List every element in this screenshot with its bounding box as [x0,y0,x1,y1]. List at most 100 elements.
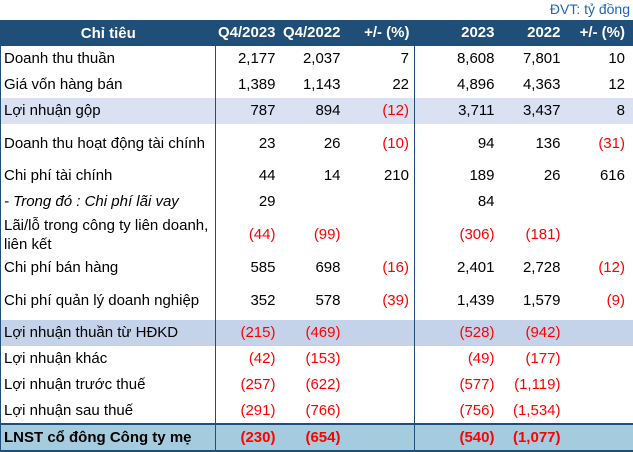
value-cell: 7,801 [500,46,566,72]
value-cell: (469) [281,320,346,346]
value-cell: (942) [500,320,566,346]
value-cell: (99) [281,215,346,255]
row-label: Giá vốn hàng bán [1,72,216,98]
header-year-2023: 2023 [415,21,500,46]
table-row-highlight: Lợi nhuận gộp 787 894 (12) 3,711 3,437 8 [1,98,633,124]
table-row: Chi phí bán hàng 585 698 (16) 2,401 2,72… [1,255,633,281]
header-row: Chỉ tiêu Q4/2023 Q4/2022 +/- (%) 2023 20… [1,21,633,46]
row-label: LNST cổ đông Công ty mẹ [1,424,216,451]
value-cell: 23 [216,124,281,163]
value-cell: (257) [216,372,281,398]
value-cell [346,346,415,372]
value-cell: 8,608 [415,46,500,72]
value-cell: (42) [216,346,281,372]
value-cell: 12 [566,72,633,98]
value-cell: (291) [216,398,281,424]
value-cell: (756) [415,398,500,424]
value-cell: (181) [500,215,566,255]
table-row: Lợi nhuận sau thuế (291) (766) (756) (1,… [1,398,633,424]
value-cell: (622) [281,372,346,398]
value-cell: 4,363 [500,72,566,98]
row-label: Chi phí tài chính [1,163,216,189]
row-label: Lợi nhuận khác [1,346,216,372]
value-cell: 698 [281,255,346,281]
value-cell: (153) [281,346,346,372]
value-cell: 22 [346,72,415,98]
value-cell [566,424,633,451]
value-cell: (39) [346,281,415,320]
value-cell [346,372,415,398]
value-cell [346,189,415,215]
value-cell: (44) [216,215,281,255]
value-cell: 616 [566,163,633,189]
value-cell: 2,177 [216,46,281,72]
value-cell: (12) [566,255,633,281]
value-cell: 29 [216,189,281,215]
row-label: - Trong đó : Chi phí lãi vay [1,189,216,215]
header-quarter-change-pct: +/- (%) [346,21,415,46]
value-cell: 94 [415,124,500,163]
row-label: Lợi nhuận thuần từ HĐKD [1,320,216,346]
value-cell: 352 [216,281,281,320]
table-row: Chi phí quản lý doanh nghiệp 352 578 (39… [1,281,633,320]
row-label: Lợi nhuận trước thuế [1,372,216,398]
row-label: Chi phí bán hàng [1,255,216,281]
value-cell [346,398,415,424]
value-cell: 585 [216,255,281,281]
value-cell [346,320,415,346]
value-cell: (528) [415,320,500,346]
value-cell: 26 [281,124,346,163]
value-cell: 84 [415,189,500,215]
value-cell: 10 [566,46,633,72]
value-cell [566,398,633,424]
table-row: Chi phí tài chính 44 14 210 189 26 616 [1,163,633,189]
value-cell [281,189,346,215]
value-cell: (230) [216,424,281,451]
value-cell: 4,896 [415,72,500,98]
value-cell: 2,728 [500,255,566,281]
value-cell: 7 [346,46,415,72]
table-row-total: LNST cổ đông Công ty mẹ (230) (654) (540… [1,424,633,451]
value-cell: (1,534) [500,398,566,424]
value-cell: (654) [281,424,346,451]
value-cell: 1,439 [415,281,500,320]
value-cell: 2,401 [415,255,500,281]
header-q4-2022: Q4/2022 [281,21,346,46]
header-year-change-pct: +/- (%) [566,21,633,46]
value-cell: (540) [415,424,500,451]
value-cell: (1,077) [500,424,566,451]
row-label: Chi phí quản lý doanh nghiệp [1,281,216,320]
value-cell: (177) [500,346,566,372]
header-year-2022: 2022 [500,21,566,46]
value-cell: (215) [216,320,281,346]
value-cell: (1,119) [500,372,566,398]
value-cell: 1,579 [500,281,566,320]
value-cell: 578 [281,281,346,320]
table-row: Lãi/lỗ trong công ty liên doanh, liên kế… [1,215,633,255]
value-cell [566,320,633,346]
table-row: Lợi nhuận trước thuế (257) (622) (577) (… [1,372,633,398]
value-cell: (577) [415,372,500,398]
value-cell [566,346,633,372]
row-label: Doanh thu hoạt động tài chính [1,124,216,163]
value-cell: 787 [216,98,281,124]
table-body: Doanh thu thuần 2,177 2,037 7 8,608 7,80… [1,46,633,451]
value-cell [566,215,633,255]
value-cell: (766) [281,398,346,424]
value-cell: 189 [415,163,500,189]
table-row-subtotal: Lợi nhuận thuần từ HĐKD (215) (469) (528… [1,320,633,346]
value-cell: 3,437 [500,98,566,124]
financial-results-table: Chỉ tiêu Q4/2023 Q4/2022 +/- (%) 2023 20… [0,20,633,452]
table-row: Doanh thu hoạt động tài chính 23 26 (10)… [1,124,633,163]
row-label: Lợi nhuận sau thuế [1,398,216,424]
row-label: Lãi/lỗ trong công ty liên doanh, liên kế… [1,215,216,255]
value-cell: 3,711 [415,98,500,124]
value-cell: 210 [346,163,415,189]
table-row: Lợi nhuận khác (42) (153) (49) (177) [1,346,633,372]
value-cell: (16) [346,255,415,281]
value-cell: (10) [346,124,415,163]
value-cell: 2,037 [281,46,346,72]
value-cell: 14 [281,163,346,189]
value-cell [566,372,633,398]
